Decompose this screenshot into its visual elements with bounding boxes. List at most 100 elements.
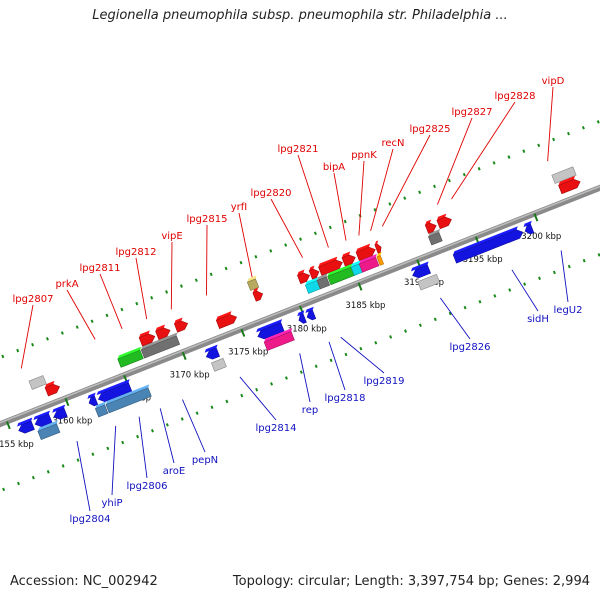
gene-lower-strand[interactable] <box>263 328 295 351</box>
gene-lower-strand[interactable] <box>210 354 227 372</box>
gene-label[interactable]: lpg2807 <box>13 294 54 305</box>
scale-tick <box>533 213 539 222</box>
gene-label[interactable]: yrfI <box>231 202 248 213</box>
gene-label[interactable]: lpg2806 <box>127 481 168 492</box>
gene-label-leader <box>20 304 34 369</box>
scale-tick-label: 3195 kbp <box>463 255 503 265</box>
gene-label[interactable]: lpg2818 <box>325 393 366 404</box>
gene-upper-strand[interactable] <box>308 265 320 280</box>
gene-label[interactable]: bipA <box>323 162 345 173</box>
gene-label[interactable]: sidH <box>527 314 549 325</box>
gene-label[interactable]: lpg2819 <box>364 376 405 387</box>
gene-lower-strand[interactable] <box>410 261 432 279</box>
gene-upper-strand[interactable] <box>138 330 156 347</box>
gene-lower-strand[interactable] <box>523 220 535 235</box>
gene-lower-strand[interactable] <box>256 319 285 340</box>
gene-label[interactable]: pepN <box>192 455 218 466</box>
gene-top-face <box>558 175 576 186</box>
gene-upper-strand[interactable] <box>558 175 581 195</box>
gene-lower-strand[interactable] <box>87 392 99 407</box>
gene-label[interactable]: legU2 <box>554 305 583 316</box>
gene-upper-strand[interactable] <box>350 260 363 276</box>
gene-label[interactable]: lpg2826 <box>450 342 491 353</box>
gene-upper-strand[interactable] <box>428 228 443 246</box>
gene-body <box>428 232 443 246</box>
gene-top-face <box>453 226 518 255</box>
gene-upper-strand[interactable] <box>374 240 382 254</box>
gene-upper-strand[interactable] <box>117 346 144 368</box>
gene-top-face <box>45 380 55 388</box>
gene-upper-strand[interactable] <box>316 273 331 290</box>
gene-top-face <box>317 273 328 281</box>
gene-upper-strand[interactable] <box>424 219 437 234</box>
gene-body <box>88 395 99 407</box>
gene-top-face <box>327 263 353 277</box>
gene-lower-strand[interactable] <box>305 306 317 321</box>
gene-label[interactable]: lpg2820 <box>251 188 292 199</box>
gene-lower-strand[interactable] <box>452 226 524 264</box>
gene-label-leader <box>99 273 123 329</box>
gene-label-leader <box>111 425 117 496</box>
gene-upper-strand[interactable] <box>376 252 385 266</box>
gene-lower-strand[interactable] <box>96 379 133 403</box>
gene-upper-strand[interactable] <box>215 311 238 329</box>
gene-label[interactable]: recN <box>381 138 404 149</box>
gene-label-leader <box>170 241 173 310</box>
gene-body <box>98 382 133 403</box>
gene-label-leader <box>239 376 277 421</box>
gene-upper-strand[interactable] <box>140 332 181 359</box>
scale-tick-label: 3170 kbp <box>170 371 210 381</box>
gene-top-face <box>216 311 232 321</box>
gene-label[interactable]: lpg2821 <box>278 144 319 155</box>
gene-upper-strand[interactable] <box>155 324 171 340</box>
gene-label[interactable]: rep <box>302 405 318 416</box>
gene-lower-strand[interactable] <box>37 420 61 441</box>
gene-label[interactable]: vipE <box>161 231 182 242</box>
gene-lower-strand[interactable] <box>33 410 53 427</box>
gene-label-leader <box>297 154 329 248</box>
gene-lower-strand[interactable] <box>204 344 221 360</box>
gene-upper-strand[interactable] <box>252 287 264 302</box>
gene-body <box>117 349 144 368</box>
gene-lower-strand[interactable] <box>297 310 307 324</box>
gene-label-leader <box>511 269 539 312</box>
gene-lower-strand[interactable] <box>94 401 109 418</box>
gene-lower-strand[interactable] <box>105 384 152 414</box>
gene-top-face <box>256 319 283 333</box>
gene-upper-strand[interactable] <box>318 256 343 276</box>
gene-upper-strand[interactable] <box>551 163 577 184</box>
gene-upper-strand[interactable] <box>173 317 189 333</box>
gene-top-face <box>305 306 314 313</box>
gene-label[interactable]: yhiP <box>101 498 122 509</box>
gene-upper-strand[interactable] <box>436 213 452 230</box>
gene-label[interactable]: lpg2812 <box>116 247 157 258</box>
gene-lower-strand[interactable] <box>52 404 68 420</box>
gene-top-face <box>95 401 106 409</box>
gene-label[interactable]: prkA <box>55 279 78 290</box>
gene-top-face <box>417 270 438 282</box>
gene-label[interactable]: lpg2811 <box>80 263 121 274</box>
gene-upper-strand[interactable] <box>297 269 311 285</box>
gene-upper-strand[interactable] <box>355 243 376 261</box>
gene-top-face <box>33 410 50 421</box>
gene-upper-strand[interactable] <box>44 380 61 397</box>
scale-tick-label: 3180 kbp <box>287 324 327 334</box>
gene-lower-strand[interactable] <box>17 417 35 434</box>
gene-label[interactable]: lpg2825 <box>410 124 451 135</box>
gene-upper-strand[interactable] <box>28 372 47 390</box>
gene-label[interactable]: lpg2804 <box>70 514 111 525</box>
gene-lower-strand[interactable] <box>417 270 441 291</box>
gene-label[interactable]: vipD <box>542 76 565 87</box>
gene-label-leader <box>451 101 516 200</box>
gene-label[interactable]: lpg2827 <box>452 107 493 118</box>
gene-label[interactable]: ppnK <box>351 150 377 161</box>
gene-upper-strand[interactable] <box>341 251 356 267</box>
gene-body <box>215 314 238 329</box>
gene-label[interactable]: lpg2815 <box>187 214 228 225</box>
gene-upper-strand[interactable] <box>358 253 380 273</box>
gene-label[interactable]: lpg2828 <box>495 91 536 102</box>
scale-tick <box>240 328 246 337</box>
gene-label[interactable]: aroE <box>163 466 185 477</box>
gene-upper-strand[interactable] <box>246 275 260 291</box>
gene-label[interactable]: lpg2814 <box>256 423 297 434</box>
